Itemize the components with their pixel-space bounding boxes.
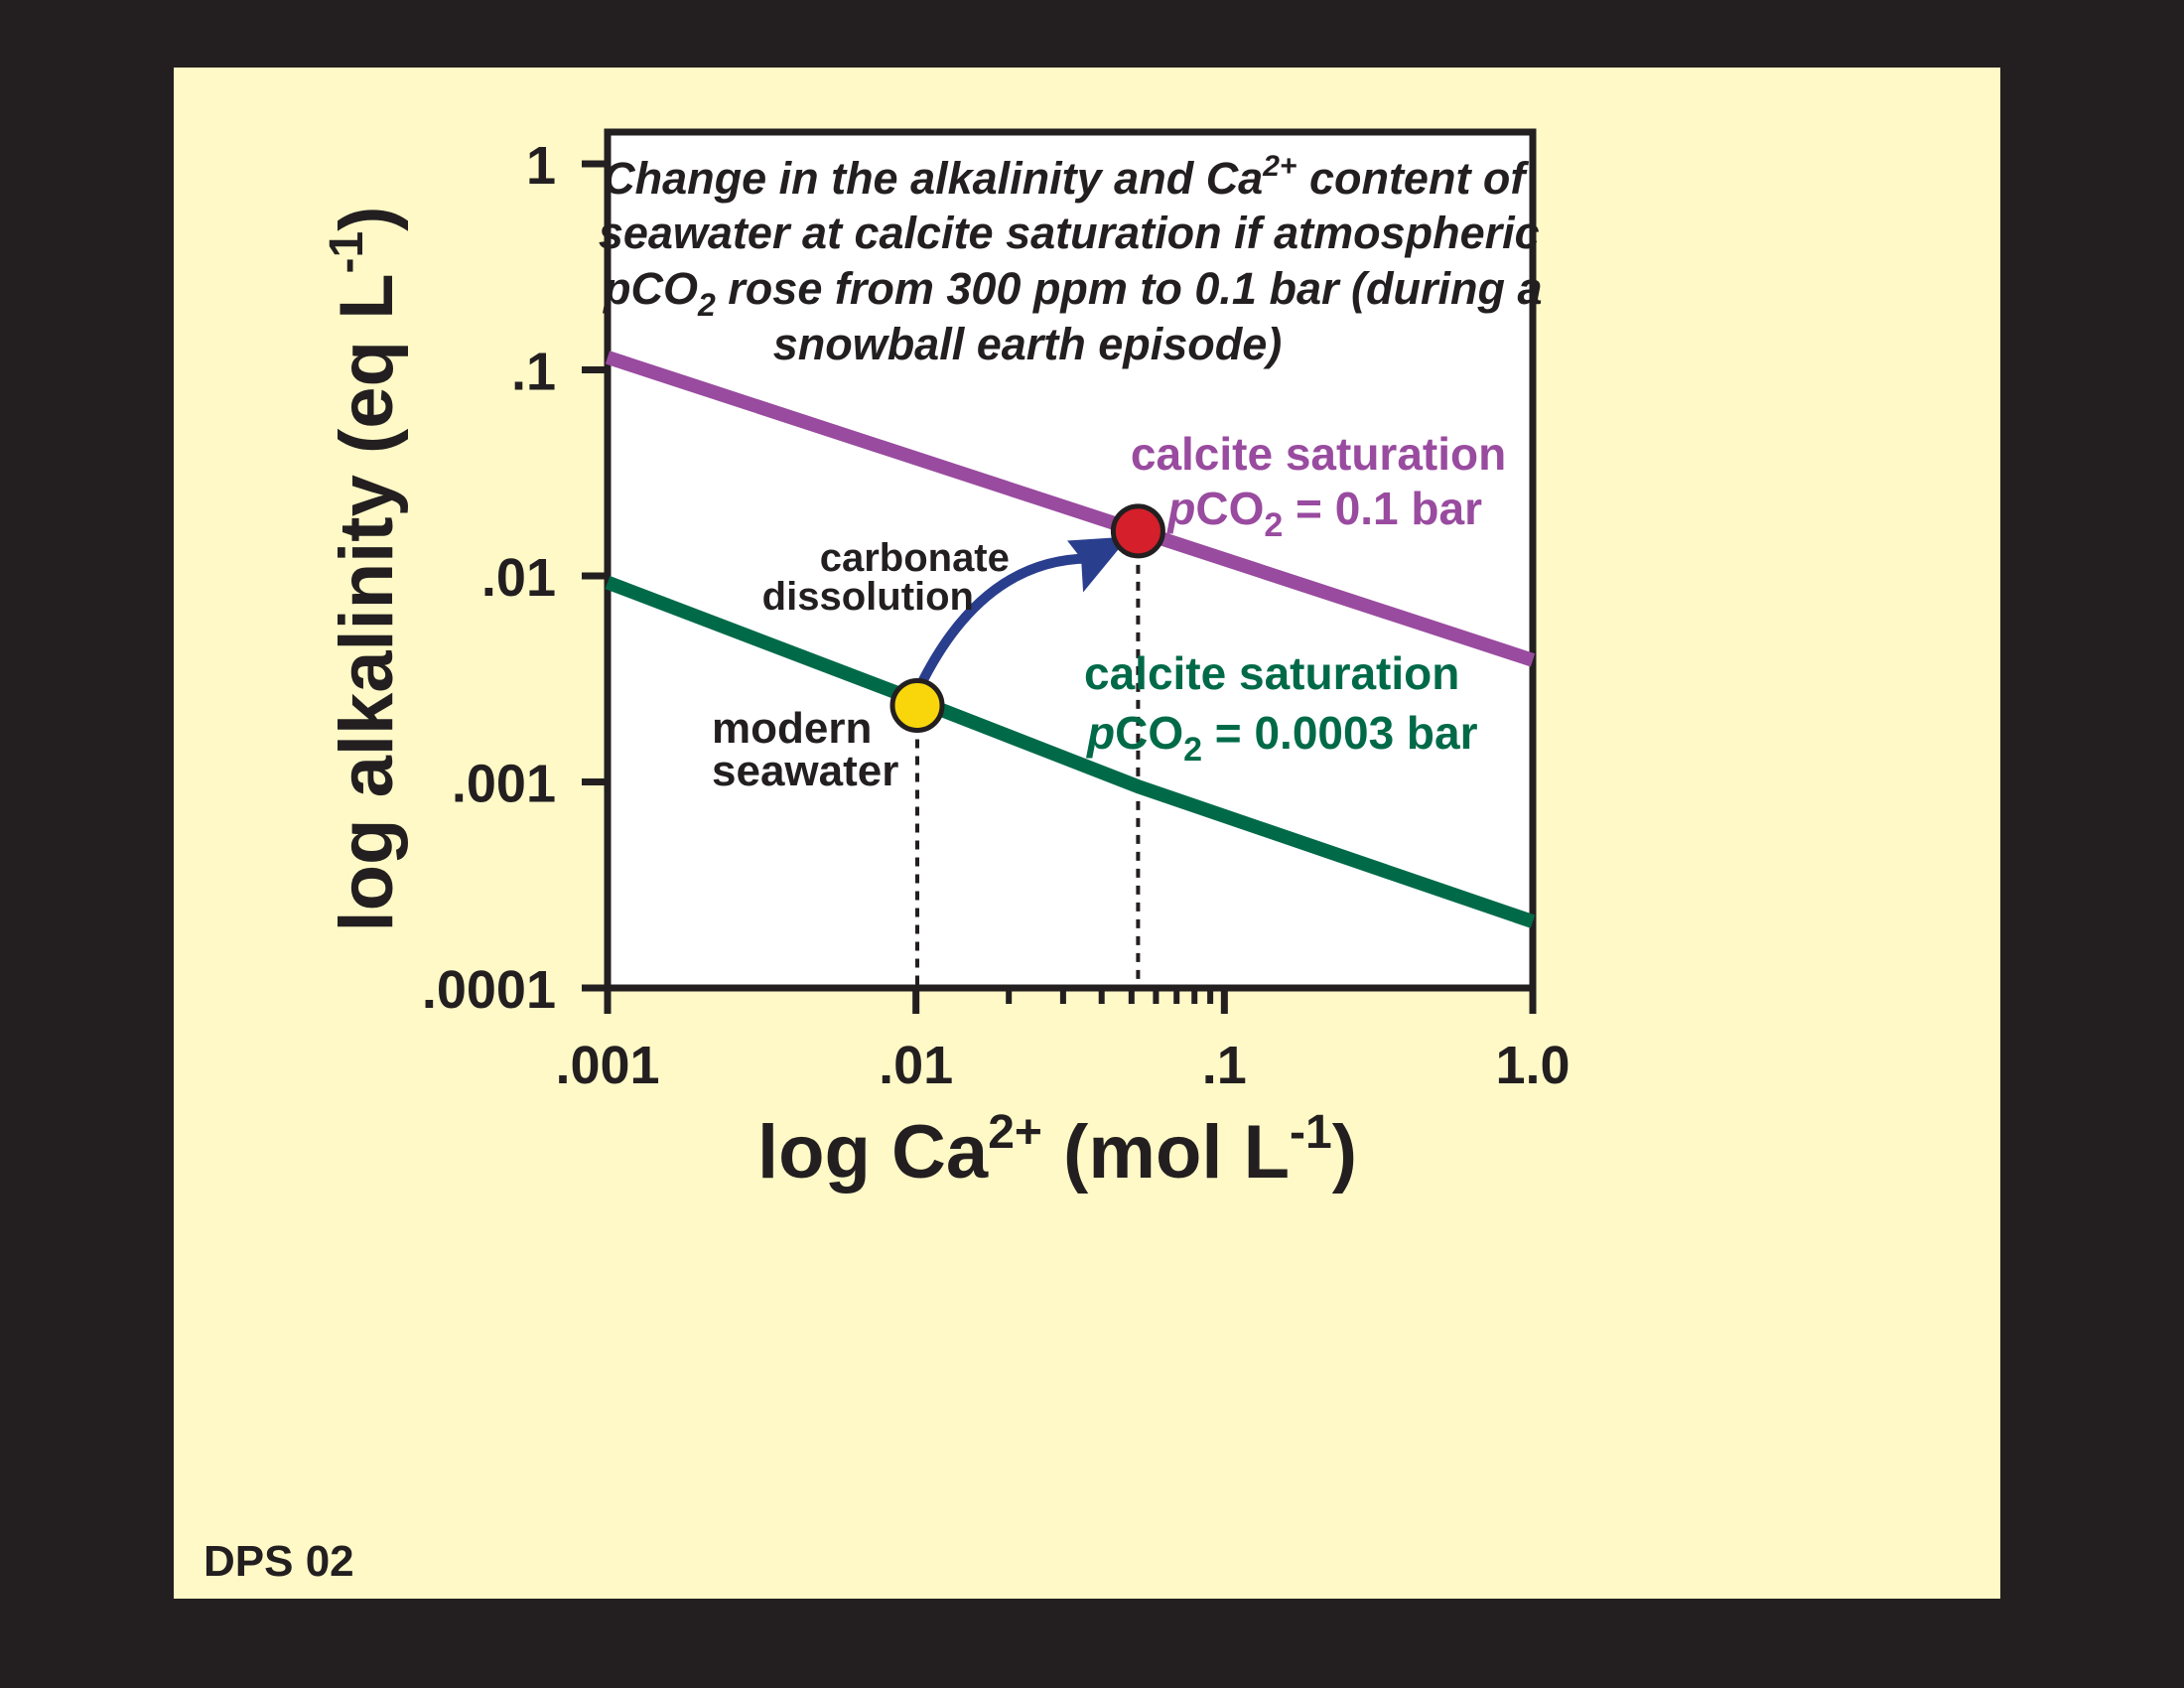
snowball-point: [1110, 503, 1165, 559]
drop-lines: [915, 530, 1141, 988]
modern-seawater-label: modern seawater: [712, 704, 898, 795]
purple-line-label: calcite saturation pCO2 = 0.1 bar: [1131, 428, 1519, 544]
x-axis-label: log Ca2+ (mol L-1): [757, 1106, 1357, 1195]
title-line-1: Change in the alkalinity and Ca2+ conten…: [603, 150, 1529, 204]
x-tick-label: .01: [879, 1036, 953, 1095]
title-line-3: pCO2 rose from 300 ppm to 0.1 bar (durin…: [603, 263, 1542, 323]
y-tick-label: .01: [481, 548, 556, 608]
data-points: [889, 503, 1165, 734]
axis-tick-labels: .0001 .001 .01 .1 1 .001 .01 .1 1.0: [422, 136, 1570, 1095]
dissolution-arrow: [915, 536, 1130, 689]
chart: Change in the alkalinity and Ca2+ conten…: [321, 128, 1570, 1195]
axis-ticks: [582, 160, 1537, 1014]
green-line-label: calcite saturation pCO2 = 0.0003 bar: [1084, 647, 1478, 769]
series-lines: [605, 351, 1536, 928]
x-tick-label: 1.0: [1495, 1036, 1570, 1095]
y-tick-label: .001: [452, 755, 556, 814]
purple-saturation-line: [605, 351, 1536, 667]
y-tick-label: .0001: [422, 960, 556, 1020]
title-line-4: snowball earth episode): [773, 319, 1283, 369]
credit-label: DPS 02: [204, 1537, 354, 1586]
figure-frame: Change in the alkalinity and Ca2+ conten…: [174, 68, 2000, 1599]
y-axis-label: log alkalinity (eq L-1): [321, 207, 409, 932]
title-line-2: seawater at calcite saturation if atmosp…: [599, 208, 1540, 258]
y-tick-label: .1: [511, 343, 556, 402]
x-tick-label: .1: [1202, 1036, 1247, 1095]
arrow-head: [1067, 536, 1130, 593]
green-saturation-line: [605, 575, 1536, 928]
chart-title: Change in the alkalinity and Ca2+ conten…: [599, 150, 1555, 369]
x-tick-label: .001: [555, 1036, 659, 1095]
arrow-shaft: [915, 553, 1090, 689]
arrow-label: carbonate dissolution: [762, 536, 1021, 619]
modern-seawater-point: [889, 678, 945, 734]
y-tick-label: 1: [526, 136, 556, 196]
